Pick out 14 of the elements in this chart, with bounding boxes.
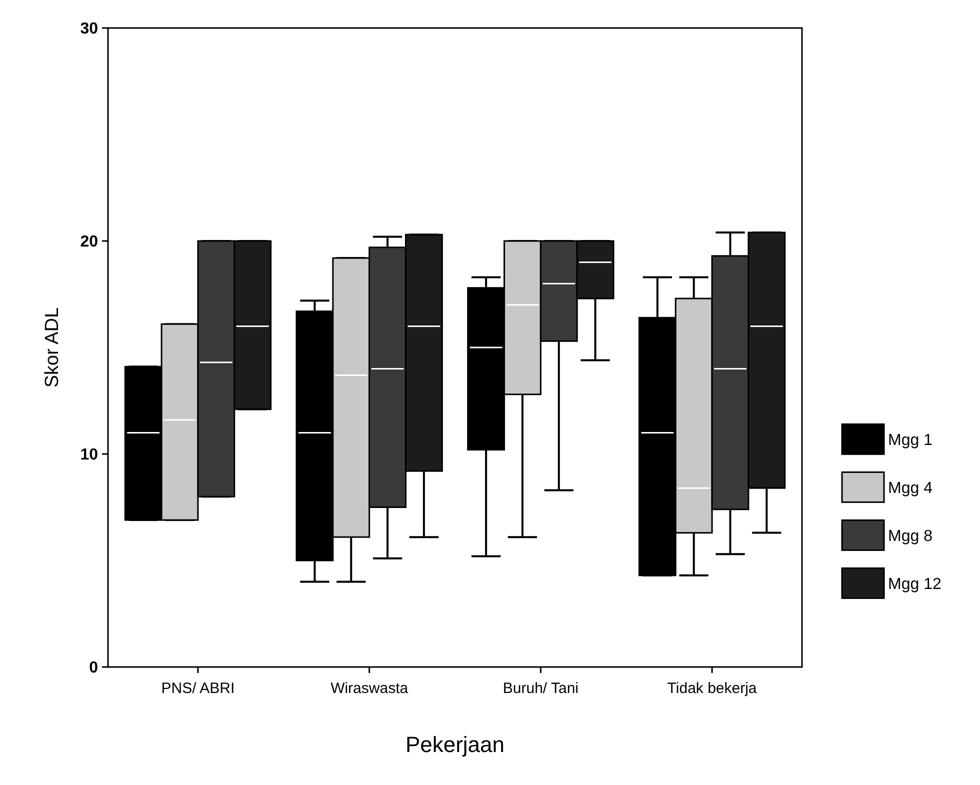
y-tick-label: 0 bbox=[89, 660, 98, 677]
y-tick-label: 30 bbox=[80, 20, 98, 38]
x-tick-label: PNS/ ABRI bbox=[161, 680, 235, 697]
legend-label: Mgg 1 bbox=[888, 432, 933, 450]
x-tick-label: Tidak bekerja bbox=[667, 680, 758, 697]
y-tick-label: 20 bbox=[80, 234, 98, 251]
y-tick-label: 10 bbox=[80, 446, 98, 464]
legend-label: Mgg 12 bbox=[888, 576, 942, 594]
legend-label: Mgg 8 bbox=[888, 528, 933, 546]
y-axis-title: Skor ADL bbox=[42, 307, 63, 388]
legend-label: Mgg 4 bbox=[888, 480, 933, 498]
x-tick-label: Wiraswasta bbox=[330, 680, 409, 697]
x-axis-title: Pekerjaan bbox=[405, 732, 505, 757]
x-tick-label: Buruh/ Tani bbox=[502, 680, 578, 697]
